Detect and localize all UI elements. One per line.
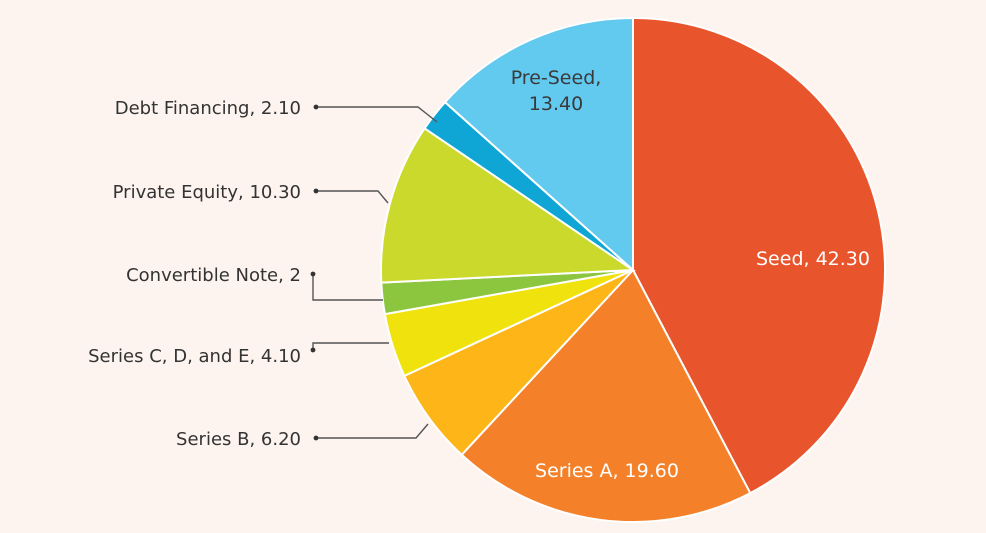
leader-dot <box>313 188 319 194</box>
slice-labels: Seed, 42.30 Series A, 19.60 Series B, 6.20… <box>88 67 870 482</box>
pie-slice-pre-seed <box>443 16 634 273</box>
slice-label-series-a: Series A, 19.60 <box>535 460 679 482</box>
pie-slice-private-equity <box>380 126 637 284</box>
leader-dot <box>310 271 316 277</box>
slice-label-convertible-note: Convertible Note, 2 <box>126 265 301 286</box>
pie-slices <box>380 16 886 523</box>
leader-line-private-equity <box>316 190 389 204</box>
slice-label-series-c: Series C, D, and E, 4.10 <box>88 346 301 367</box>
slice-label-line: Seed, 42.30 <box>756 248 870 270</box>
slice-label-seed: Seed, 42.30 <box>756 248 870 270</box>
leader-line-convertible-note <box>312 274 383 301</box>
leader-dot <box>313 435 319 441</box>
slice-label-private-equity: Private Equity, 10.30 <box>113 182 301 203</box>
leader-line-series-b <box>316 423 429 439</box>
pie-slice-series-a <box>460 268 752 523</box>
slice-label-pre-seed: Pre-Seed, 13.40 <box>511 67 602 115</box>
slice-label-line: 13.40 <box>529 93 583 115</box>
slice-label-line: Pre-Seed, <box>511 67 602 89</box>
leader-dot <box>313 104 319 110</box>
leader-line-series-c <box>312 342 389 350</box>
slice-label-debt-financing: Debt Financing, 2.10 <box>115 98 301 119</box>
slice-label-series-b: Series B, 6.20 <box>176 429 301 450</box>
pie-slice-seed <box>632 16 886 495</box>
leader-dot <box>310 347 316 353</box>
leader-line-debt-financing <box>316 106 438 123</box>
leader-lines <box>310 104 438 441</box>
slice-label-line: Series A, 19.60 <box>535 460 679 482</box>
